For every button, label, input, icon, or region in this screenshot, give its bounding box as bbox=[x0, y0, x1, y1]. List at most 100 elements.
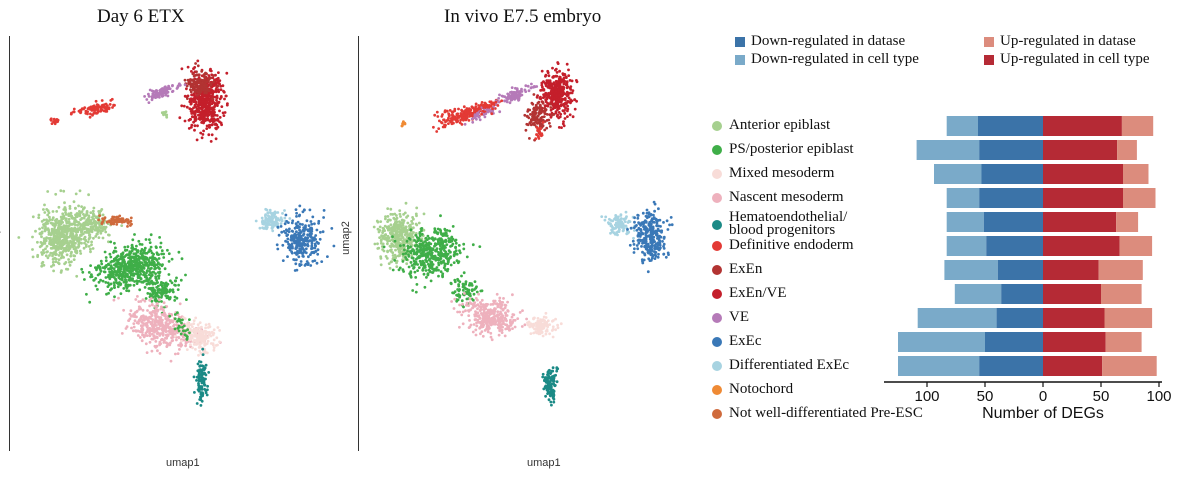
legend-dot bbox=[712, 288, 722, 299]
bar-row-exen-ve bbox=[954, 284, 1142, 304]
umap-cluster-anterior-epiblast bbox=[160, 110, 169, 119]
legend-swatch bbox=[984, 36, 994, 47]
legend-label: PS/posterior epiblast bbox=[729, 141, 854, 157]
deg-legend-item-down-regulated-in-datase: Down-regulated in datase bbox=[735, 33, 905, 50]
bar-up-regulated-in-datase bbox=[1102, 356, 1157, 376]
cell-type-legend-item-exec: ExEc bbox=[712, 333, 761, 350]
bar-row-hematoendothelial-blood-progenitors bbox=[946, 212, 1139, 232]
legend-label: Hematoendothelial/ blood progenitors bbox=[729, 209, 848, 238]
x-tick-label: 50 bbox=[977, 388, 994, 405]
bar-down-regulated-in-datase bbox=[979, 140, 1043, 160]
bar-up-regulated-in-datase bbox=[1123, 164, 1149, 184]
legend-label: Definitive endoderm bbox=[729, 237, 854, 253]
bar-down-regulated-in-cell-type bbox=[946, 212, 984, 232]
bar-row-ve bbox=[917, 308, 1153, 328]
legend-dot bbox=[712, 120, 722, 131]
legend-label: Up-regulated in datase bbox=[1000, 33, 1136, 49]
umap-cluster-definitive-endoderm bbox=[49, 117, 60, 126]
legend-dot bbox=[712, 264, 722, 275]
umap-streak-ps-posterior-epiblast bbox=[168, 311, 191, 341]
bar-down-regulated-in-cell-type bbox=[954, 284, 1002, 304]
bar-row-definitive-endoderm bbox=[946, 236, 1153, 256]
bar-down-regulated-in-cell-type bbox=[946, 188, 980, 208]
umap-plot-embryo bbox=[372, 61, 674, 407]
legend-dot bbox=[712, 312, 722, 323]
bar-up-regulated-in-cell-type bbox=[1043, 284, 1101, 304]
bar-down-regulated-in-datase bbox=[997, 260, 1043, 280]
umap-cluster-hematoendothelial-blood-progenitors bbox=[541, 366, 560, 407]
umap-streak-ve bbox=[143, 82, 187, 101]
cell-type-legend-item-definitive-endoderm: Definitive endoderm bbox=[712, 237, 854, 254]
legend-dot bbox=[712, 336, 722, 347]
panel-title-etx: Day 6 ETX bbox=[97, 6, 185, 27]
umap-streak-definitive-endoderm bbox=[433, 100, 500, 123]
cell-type-legend-item-ps-posterior-epiblast: PS/posterior epiblast bbox=[712, 141, 854, 158]
legend-dot bbox=[712, 360, 722, 371]
legend-label: ExEc bbox=[729, 333, 762, 349]
umap-cluster-definitive-endoderm bbox=[534, 121, 545, 141]
cell-type-legend-item-anterior-epiblast: Anterior epiblast bbox=[712, 117, 830, 134]
bar-row-exen bbox=[944, 260, 1143, 280]
bar-down-regulated-in-cell-type bbox=[898, 356, 980, 376]
legend-label: Down-regulated in cell type bbox=[751, 51, 919, 67]
cell-type-legend-item-not-well-differentiated-pre-esc: Not well-differentiated Pre-ESC bbox=[712, 405, 923, 422]
legend-label: Anterior epiblast bbox=[729, 117, 831, 133]
deg-legend-item-down-regulated-in-cell-type: Down-regulated in cell type bbox=[735, 51, 919, 68]
legend-dot bbox=[712, 144, 722, 155]
bar-up-regulated-in-datase bbox=[1104, 308, 1153, 328]
cell-type-legend-item-exen-ve: ExEn/VE bbox=[712, 285, 787, 302]
legend-label: Mixed mesoderm bbox=[729, 165, 835, 181]
cell-type-legend-item-differentiated-exec: Differentiated ExEc bbox=[712, 357, 849, 374]
bar-row-ps-posterior-epiblast bbox=[916, 140, 1137, 160]
bar-up-regulated-in-datase bbox=[1123, 188, 1156, 208]
legend-swatch bbox=[735, 36, 745, 47]
legend-label: Nascent mesoderm bbox=[729, 189, 844, 205]
legend-swatch bbox=[735, 54, 745, 65]
cell-type-legend-item-hematoendothelial-blood-progenitors: Hematoendothelial/ blood progenitors bbox=[712, 209, 848, 238]
umap-cluster-exen-ve bbox=[535, 61, 579, 129]
bar-down-regulated-in-cell-type bbox=[946, 116, 978, 136]
umap-cluster-exec bbox=[275, 204, 336, 272]
legend-label: ExEn/VE bbox=[729, 285, 787, 301]
umap-cluster-not-well-differentiated-pre-esc bbox=[97, 214, 133, 228]
bar-down-regulated-in-cell-type bbox=[917, 308, 997, 328]
bar-row-nascent-mesoderm bbox=[946, 188, 1156, 208]
bar-up-regulated-in-datase bbox=[1105, 332, 1142, 352]
legend-label: Up-regulated in cell type bbox=[1000, 51, 1150, 67]
bar-up-regulated-in-datase bbox=[1098, 260, 1143, 280]
legend-label: VE bbox=[729, 309, 749, 325]
bar-down-regulated-in-datase bbox=[985, 332, 1043, 352]
umap-cluster-ps-posterior-epiblast bbox=[382, 214, 482, 294]
cell-type-legend-item-notochord: Notochord bbox=[712, 381, 793, 398]
bar-up-regulated-in-cell-type bbox=[1043, 332, 1106, 352]
legend-label: Differentiated ExEc bbox=[729, 357, 850, 373]
axis-title-y-etx: umap2 bbox=[0, 221, 1, 255]
bar-up-regulated-in-cell-type bbox=[1043, 308, 1105, 328]
bar-down-regulated-in-cell-type bbox=[898, 332, 985, 352]
bar-down-regulated-in-datase bbox=[996, 308, 1043, 328]
legend-label: Not well-differentiated Pre-ESC bbox=[729, 405, 923, 421]
bar-up-regulated-in-datase bbox=[1119, 236, 1153, 256]
umap-cluster-exen bbox=[183, 62, 219, 101]
x-tick-label: 100 bbox=[1146, 388, 1171, 405]
umap-cluster-differentiated-exec bbox=[254, 207, 292, 233]
axis-title-x-embryo: umap1 bbox=[527, 457, 561, 469]
deg-bar-chart: 100 50 0 50 100 Number of DEGs bbox=[884, 116, 1172, 422]
umap-cluster-notochord bbox=[400, 120, 407, 128]
cell-type-legend-item-ve: VE bbox=[712, 309, 749, 326]
umap-cluster-exen bbox=[523, 93, 556, 142]
legend-dot bbox=[712, 192, 722, 203]
cell-type-legend-item-nascent-mesoderm: Nascent mesoderm bbox=[712, 189, 844, 206]
axis-line-y-etx bbox=[9, 36, 10, 451]
umap-cluster-mixed-mesoderm bbox=[526, 311, 563, 339]
bar-row-anterior-epiblast bbox=[946, 116, 1154, 136]
legend-swatch bbox=[984, 54, 994, 65]
bar-up-regulated-in-datase bbox=[1117, 140, 1137, 160]
umap-cluster-hematoendothelial-blood-progenitors bbox=[192, 347, 211, 407]
umap-cluster-ps-posterior-epiblast bbox=[132, 270, 188, 315]
bar-up-regulated-in-cell-type bbox=[1043, 260, 1099, 280]
bar-down-regulated-in-datase bbox=[978, 116, 1043, 136]
umap-cluster-definitive-endoderm bbox=[84, 97, 116, 119]
axis-line-y-embryo bbox=[358, 36, 359, 451]
bar-up-regulated-in-datase bbox=[1121, 116, 1154, 136]
